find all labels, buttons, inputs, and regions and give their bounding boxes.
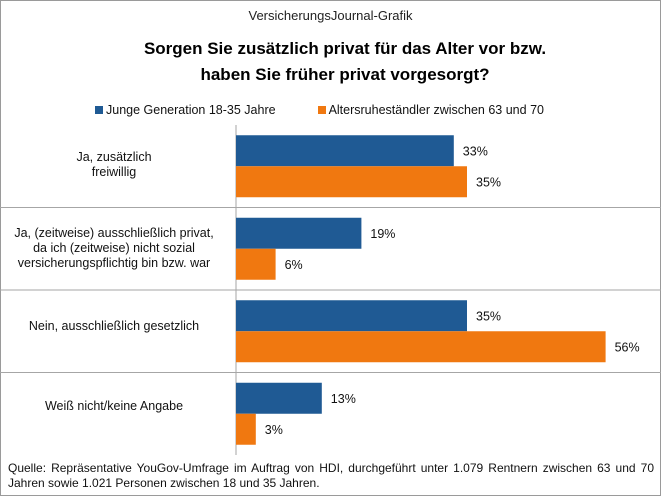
category-label-3-line-1: Weiß nicht/keine Angabe (44, 399, 184, 413)
legend-label-young: Junge Generation 18-35 Jahre (106, 103, 276, 117)
chart-title: Sorgen Sie zusätzlich privat für das Alt… (30, 36, 660, 88)
category-label-1-line-2: da ich (zeitweise) nicht sozial (33, 241, 195, 255)
legend-item-retirees: Altersruheständler zwischen 63 und 70 (317, 103, 544, 117)
data-label-young-0: 33% (463, 144, 488, 158)
chart-title-line-1: Sorgen Sie zusätzlich privat für das Alt… (143, 39, 547, 58)
category-label-1-line-3: versicherungspflichtig bin bzw. war (17, 256, 211, 270)
data-label-retirees-2: 56% (615, 340, 640, 354)
bar-retirees-2 (236, 331, 606, 363)
category-label-2-line-1: Nein, ausschließlich gesetzlich (28, 319, 200, 333)
data-label-retirees-1: 6% (285, 258, 303, 272)
legend-label-retirees: Altersruheständler zwischen 63 und 70 (328, 103, 544, 117)
data-label-young-1: 19% (370, 227, 395, 241)
category-label-0: Ja, zusätzlich freiwillig (0, 150, 228, 180)
category-label-1: Ja, (zeitweise) ausschließlich privat, d… (0, 226, 228, 271)
bar-young-0 (236, 135, 454, 167)
legend-swatch-young (95, 106, 103, 114)
bar-retirees-1 (236, 248, 276, 280)
bar-retirees-3 (236, 413, 256, 445)
data-label-young-2: 35% (476, 309, 501, 323)
category-label-0-line-2: freiwillig (91, 165, 137, 179)
bar-young-3 (236, 382, 322, 414)
data-label-young-3: 13% (331, 392, 356, 406)
footnote: Quelle: Repräsentative YouGov-Umfrage im… (8, 461, 654, 490)
source-label: VersicherungsJournal-Grafik (248, 8, 413, 23)
bar-young-2 (236, 300, 467, 332)
category-label-2: Nein, ausschließlich gesetzlich (0, 319, 228, 334)
data-label-retirees-3: 3% (265, 423, 283, 437)
legend-swatch-retirees (317, 106, 326, 114)
category-label-3: Weiß nicht/keine Angabe (0, 399, 228, 414)
legend: Junge Generation 18-35 Jahre Altersruhes… (95, 103, 586, 117)
category-label-1-line-1: Ja, (zeitweise) ausschließlich privat, (14, 226, 214, 240)
data-label-retirees-0: 35% (476, 175, 501, 189)
bar-young-1 (236, 217, 362, 249)
bar-retirees-0 (236, 166, 467, 198)
chart-title-line-2: haben Sie früher privat vorgesorgt? (200, 65, 490, 84)
legend-item-young: Junge Generation 18-35 Jahre (95, 103, 276, 117)
category-label-0-line-1: Ja, zusätzlich (76, 150, 152, 164)
